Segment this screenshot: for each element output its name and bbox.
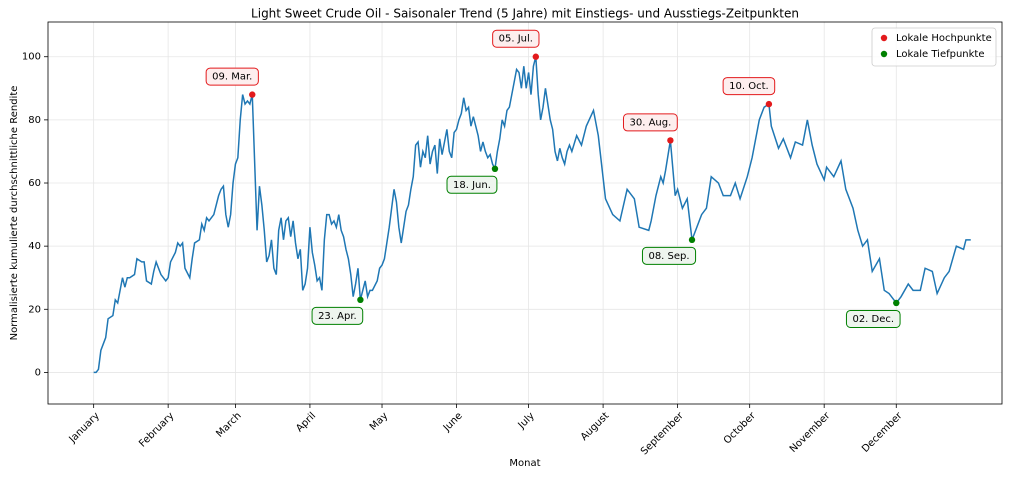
annotation-label: 09. Mar. <box>212 72 252 83</box>
legend-marker <box>880 50 888 58</box>
y-tick-label: 100 <box>22 52 41 63</box>
annotation-box <box>622 113 678 132</box>
annotation-label: 02. Dec. <box>852 314 894 325</box>
plot-frame <box>47 21 1003 405</box>
annotation-box <box>722 77 776 96</box>
marker <box>688 236 696 244</box>
y-tick-label: 20 <box>28 304 41 315</box>
legend-label: Lokale Hochpunkte <box>896 33 992 44</box>
marker <box>249 91 256 98</box>
annotation-label: 18. Jun. <box>453 180 491 191</box>
annotation-box <box>446 175 498 194</box>
y-tick-label: 40 <box>28 241 41 252</box>
line <box>93 56 971 374</box>
annotation-label: 05. Jul. <box>499 34 533 45</box>
y-tick-label: 60 <box>28 178 41 189</box>
annotation-label: 10. Oct. <box>729 81 769 92</box>
y-tick-label: 80 <box>28 115 41 126</box>
chart-title: Light Sweet Crude Oil - Saisonaler Trend… <box>251 7 799 21</box>
marker <box>357 296 364 304</box>
marker <box>532 53 540 60</box>
legend-label: Lokale Tiefpunkte <box>896 49 985 60</box>
annotation-label: 08. Sep. <box>648 251 689 262</box>
annotation-box <box>311 306 364 325</box>
annotation-box <box>492 29 540 48</box>
y-tick-label: 0 <box>35 367 41 378</box>
annotation-box <box>205 67 259 86</box>
annotation-box <box>845 309 901 328</box>
marker <box>491 165 499 173</box>
annotation-label: 23. Apr. <box>318 311 357 322</box>
x-axis-label: Monat <box>509 458 540 469</box>
y-axis-label: Normalisierte kumulierte durchschnittlic… <box>9 86 20 341</box>
annotation-label: 30. Aug. <box>629 117 671 128</box>
marker <box>667 137 674 144</box>
legend-marker <box>880 34 888 42</box>
legend-box <box>871 27 997 67</box>
marker <box>765 100 773 108</box>
annotation-box <box>641 246 697 265</box>
marker <box>893 299 900 307</box>
